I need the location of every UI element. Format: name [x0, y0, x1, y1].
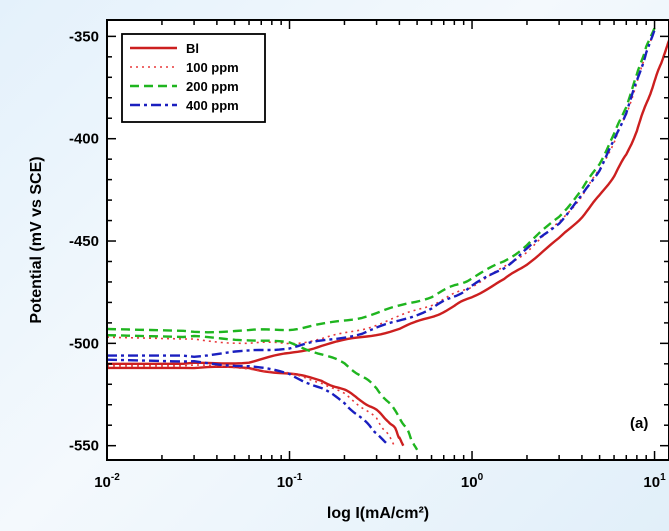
- series-200-ppm-cathodic-line: [107, 334, 419, 451]
- y-tick-label: -400: [69, 131, 99, 148]
- plot-frame: [106, 19, 669, 461]
- x-tick-label: 10-2: [94, 472, 120, 491]
- legend-label-400-ppm: 400 ppm: [186, 98, 239, 113]
- ticks-layer: 10-2 10-1 100 101 -350 -400 -450 -500 -550: [69, 20, 669, 491]
- series-200-ppm-anodic-line: [107, 27, 656, 334]
- series-400-ppm-anodic-line: [107, 29, 656, 358]
- legend: Bl 100 ppm 200 ppm 400 ppm: [121, 33, 266, 123]
- series-400-ppm-cathodic-line: [107, 358, 390, 447]
- series-100-ppm-cathodic-line: [107, 364, 397, 449]
- x-tick-label: 100: [461, 472, 484, 491]
- legend-label-100-ppm: 100 ppm: [186, 60, 239, 75]
- legend-label-200-ppm: 200 ppm: [186, 79, 239, 94]
- y-tick-label: -350: [69, 28, 99, 45]
- series-layer: [107, 27, 669, 451]
- x-tick-label: 101: [643, 472, 666, 491]
- x-tick-label: 10-1: [277, 472, 303, 491]
- y-tick-label: -550: [69, 438, 99, 455]
- y-tick-label: -500: [69, 335, 99, 352]
- y-tick-label: -450: [69, 233, 99, 250]
- y-axis-title: Potential (mV vs SCE): [28, 156, 45, 323]
- legend-label-bl: Bl: [186, 41, 199, 56]
- panel-annotation: (a): [630, 415, 648, 432]
- x-axis-title: log I(mA/cm²): [327, 505, 429, 522]
